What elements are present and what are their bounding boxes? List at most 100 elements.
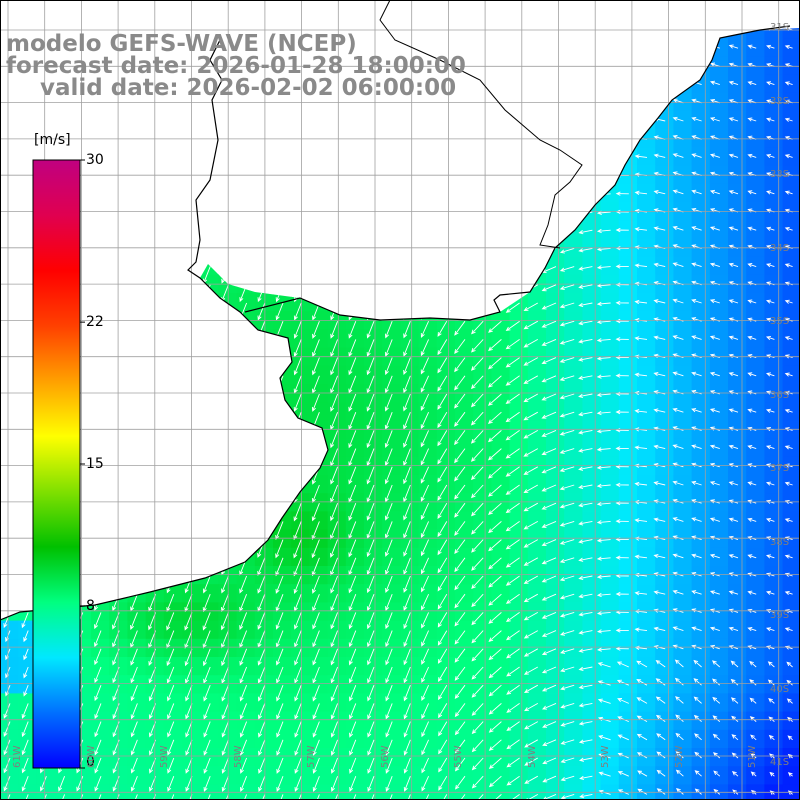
wind-arrow: [94, 666, 102, 684]
wind-cell: [345, 475, 365, 494]
wind-arrow: [709, 335, 720, 340]
wind-arrow: [523, 502, 539, 512]
wind-arrow: [275, 648, 284, 666]
wind-arrow: [294, 703, 302, 720]
wind-cell: [473, 711, 492, 731]
wind-arrow: [578, 575, 593, 581]
wind-arrow: [747, 263, 757, 268]
wind-arrow: [615, 282, 629, 287]
wind-arrow: [420, 357, 430, 375]
wind-arrow: [203, 721, 211, 738]
wind-arrow: [130, 721, 138, 738]
wind-arrow: [239, 685, 248, 702]
wind-arrow: [691, 371, 702, 377]
wind-arrow: [523, 666, 539, 675]
wind-cell: [546, 493, 565, 512]
wind-cell: [546, 566, 565, 585]
wind-cell: [455, 620, 474, 640]
wind-arrow: [437, 375, 448, 392]
colorbar-tick-label: 22: [86, 314, 104, 331]
wind-arrow: [454, 630, 466, 645]
wind-arrow: [454, 339, 466, 354]
wind-arrow: [505, 411, 520, 423]
wind-cell: [436, 329, 456, 349]
wind-arrow: [578, 247, 593, 253]
wind-arrow: [634, 227, 648, 232]
wind-arrow: [616, 661, 629, 668]
wind-arrow: [768, 697, 775, 704]
wind-arrow: [653, 226, 666, 231]
wind-arrow: [420, 521, 430, 539]
wind-cell: [546, 547, 565, 567]
wind-cell: [291, 584, 310, 603]
wind-arrow: [293, 302, 302, 321]
wind-arrow: [384, 539, 393, 557]
wind-arrow: [655, 678, 666, 686]
wind-cell: [582, 511, 602, 531]
wind-cell: [418, 456, 438, 476]
wind-arrow: [366, 339, 375, 357]
wind-arrow: [731, 734, 739, 741]
wind-arrow: [541, 575, 557, 583]
wind-cell: [436, 493, 456, 512]
wind-arrow: [385, 685, 393, 702]
wind-arrow: [505, 575, 520, 586]
wind-cell: [418, 329, 438, 349]
wind-cell: [291, 329, 310, 349]
wind-arrow: [437, 630, 448, 646]
wind-cell: [418, 657, 438, 676]
wind-arrow: [709, 626, 720, 632]
wind-arrow: [505, 593, 520, 604]
wind-arrow: [655, 696, 666, 704]
wind-arrow: [596, 228, 611, 234]
wind-arrow: [366, 430, 375, 449]
wind-cell: [163, 657, 183, 676]
wind-cell: [236, 693, 256, 713]
wind-arrow: [330, 739, 339, 756]
wind-cell: [473, 566, 492, 585]
latitude-label: 38S: [770, 536, 790, 548]
wind-cell: [127, 602, 147, 622]
wind-arrow: [541, 357, 557, 365]
wind-arrow: [634, 554, 648, 559]
wind-cell: [600, 220, 620, 239]
wind-arrow: [615, 409, 629, 415]
wind-cell: [436, 566, 456, 585]
wind-arrow: [403, 721, 411, 738]
wind-cell: [546, 711, 565, 731]
wind-cell: [364, 602, 383, 622]
wind-cell: [546, 766, 565, 785]
wind-cell: [418, 529, 438, 549]
wind-arrow: [239, 666, 248, 684]
wind-cell: [109, 620, 128, 640]
wind-arrow: [330, 685, 339, 702]
wind-arrow: [471, 575, 484, 590]
wind-cell: [564, 493, 583, 512]
wind-arrow: [784, 226, 793, 232]
wind-cell: [382, 693, 401, 713]
wind-cell: [345, 547, 365, 567]
wind-arrow: [578, 266, 593, 271]
wind-arrow: [709, 444, 720, 450]
wind-cell: [527, 493, 547, 512]
wind-arrow: [221, 721, 229, 738]
wind-arrow: [653, 517, 666, 522]
wind-arrow: [471, 539, 484, 553]
wind-arrow: [348, 612, 357, 630]
wind-arrow: [675, 732, 684, 741]
wind-arrow: [221, 648, 229, 667]
wind-arrow: [784, 590, 793, 596]
wind-arrow: [454, 557, 466, 573]
wind-cell: [400, 693, 420, 713]
wind-arrow: [596, 538, 611, 543]
wind-arrow: [421, 685, 430, 702]
wind-arrow: [596, 410, 611, 416]
wind-arrow: [712, 678, 721, 686]
wind-cell: [637, 547, 656, 567]
wind-cell: [254, 620, 274, 640]
wind-cell: [455, 766, 474, 785]
wind-cell: [400, 529, 420, 549]
wind-arrow: [366, 594, 375, 612]
wind-cell: [546, 438, 565, 458]
wind-arrow: [294, 739, 302, 756]
